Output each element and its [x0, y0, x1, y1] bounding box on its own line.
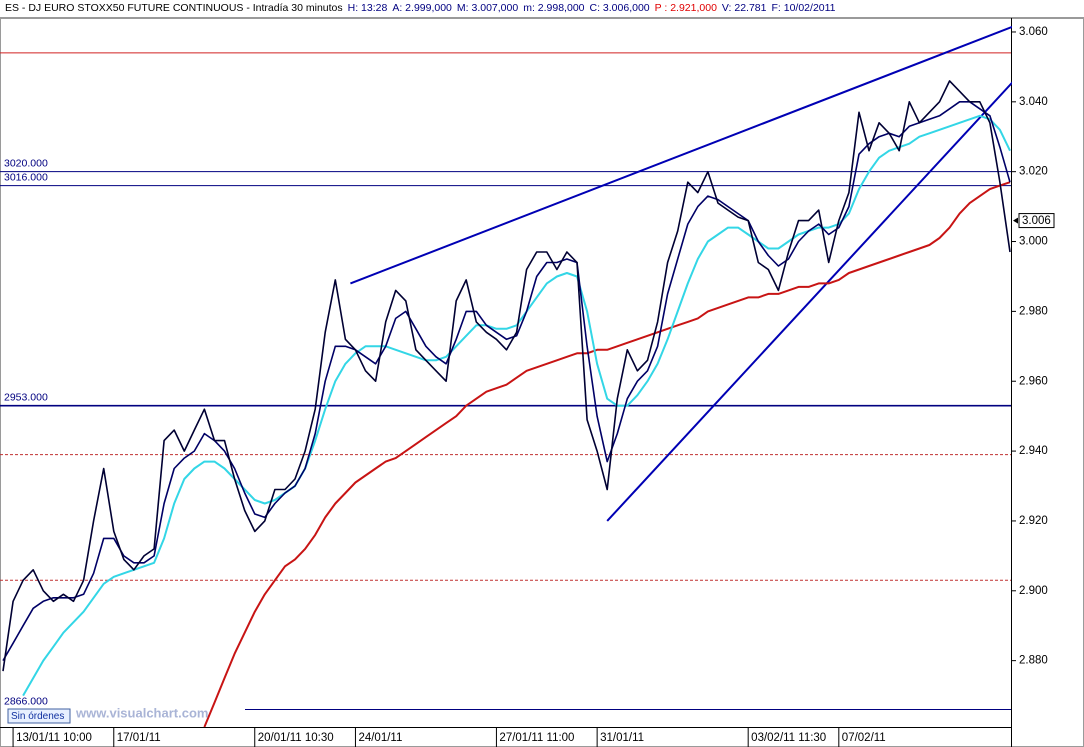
trend-line	[350, 25, 1012, 285]
y-tick-label: 2.960	[1019, 375, 1048, 387]
series-line	[2, 101, 1011, 662]
header-item: M: 3.007,000	[456, 2, 519, 14]
header-item: C: 3.006,000	[589, 2, 650, 14]
last-price-arrow	[1013, 217, 1018, 224]
y-axis: 3.060 3.040 3.020 3.000 2.980 2.960 2.940 2.920…	[1011, 26, 1048, 667]
level-label: 2953.000	[4, 391, 48, 403]
x-axis: 13/01/11 10:00 17/01/11 20/01/11 10:30 24/0…	[12, 728, 886, 747]
header-item: H: 13:28	[347, 2, 388, 14]
watermark: www.visualchart.com	[75, 705, 208, 720]
y-tick-label: 2.980	[1019, 305, 1048, 317]
header-item: P : 2.921,000	[654, 2, 717, 14]
plot-area	[0, 25, 1012, 727]
y-tick-label: 3.040	[1019, 96, 1048, 108]
y-tick-label: 2.880	[1019, 655, 1048, 667]
x-tick-label: 27/01/11 11:00	[499, 732, 574, 744]
last-price-label: 3.006	[1022, 215, 1051, 227]
sin-ordenes-button[interactable]: Sin órdenes	[11, 711, 64, 722]
y-tick-label: 3.000	[1019, 236, 1048, 248]
x-tick-label: 17/01/11	[117, 732, 161, 744]
series-line	[2, 80, 1011, 672]
level-label: 2866.000	[4, 695, 48, 707]
header-item: m: 2.998,000	[523, 2, 585, 14]
level-label: 3020.000	[4, 157, 48, 169]
x-tick-label: 20/01/11 10:30	[258, 732, 334, 744]
header-item: ES - DJ EURO STOXX50 FUTURE CONTINUOUS -…	[5, 2, 343, 14]
x-tick-label: 13/01/11 10:00	[16, 732, 92, 744]
y-tick-label: 3.020	[1019, 166, 1048, 178]
trend-line	[606, 81, 1012, 522]
header-item: F: 10/02/2011	[771, 2, 836, 14]
series-line	[203, 181, 1011, 727]
header-item: A: 2.999,000	[392, 2, 452, 14]
last-price-box	[1018, 213, 1055, 229]
y-tick-label: 2.920	[1019, 515, 1048, 527]
header-item: V: 22.781	[721, 2, 767, 14]
frame	[0, 18, 1084, 747]
level-label: 3016.000	[4, 171, 48, 183]
x-tick-label: 07/02/11	[842, 732, 886, 744]
x-tick-label: 24/01/11	[358, 732, 402, 744]
x-tick-label: 31/01/11	[600, 732, 644, 744]
x-tick-label: 03/02/11 11:30	[751, 732, 826, 744]
y-tick-label: 2.940	[1019, 445, 1048, 457]
y-tick-label: 3.060	[1019, 26, 1048, 38]
series-line	[22, 114, 1011, 697]
header-bar: ES - DJ EURO STOXX50 FUTURE CONTINUOUS -…	[0, 0, 1084, 18]
y-tick-label: 2.900	[1019, 585, 1048, 597]
button-box	[7, 708, 71, 724]
